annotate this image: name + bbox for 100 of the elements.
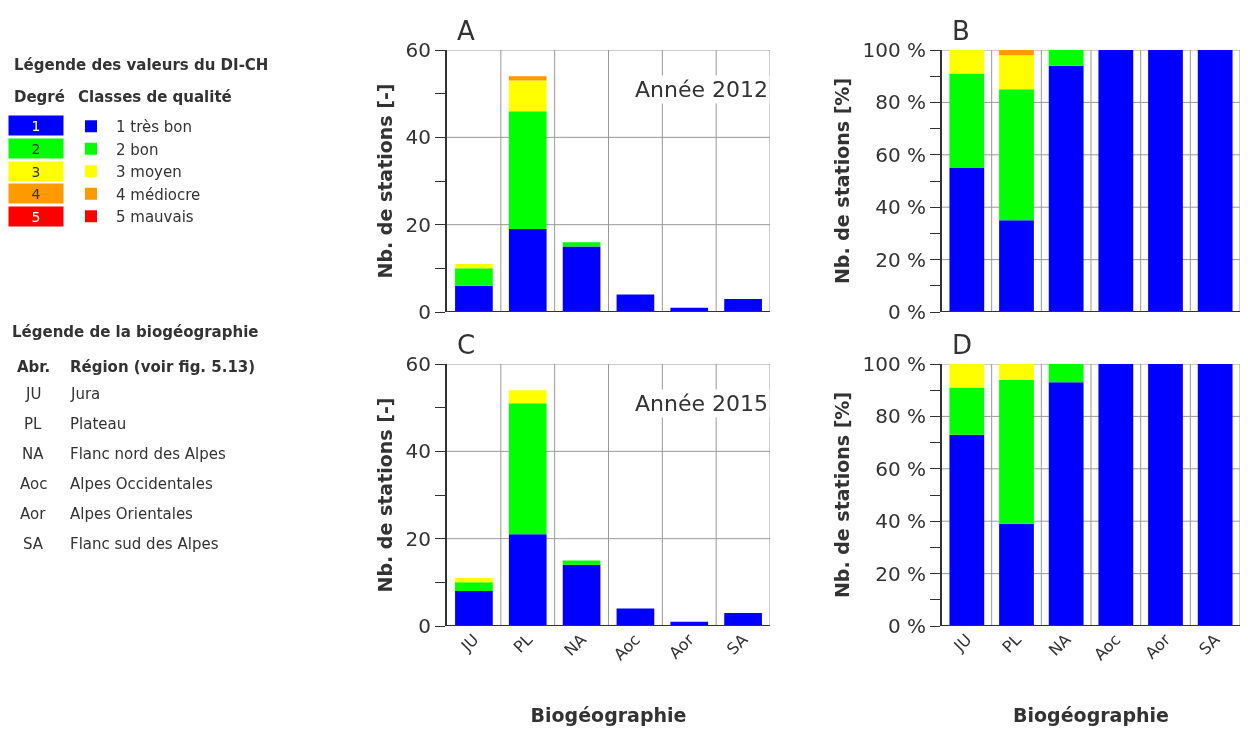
legend-title: Légende des valeurs du DI-CH xyxy=(14,56,269,74)
bar xyxy=(1048,364,1084,383)
x-tick-label: Aor xyxy=(1141,629,1175,663)
x-tick-label: Aoc xyxy=(609,630,644,665)
x-axis-title: Biogéographie xyxy=(530,703,687,726)
bar xyxy=(562,560,601,565)
y-tick-label: 40 % xyxy=(875,509,926,534)
bar xyxy=(724,612,762,626)
bar xyxy=(562,564,601,626)
bar xyxy=(949,364,985,388)
chart-title: B xyxy=(952,16,970,46)
bar xyxy=(1048,50,1084,66)
bar xyxy=(1048,65,1084,312)
y-tick-label: 20 % xyxy=(875,247,926,272)
y-tick-label: 60 % xyxy=(875,142,926,167)
x-tick-label: SA xyxy=(722,630,752,659)
chart-title: C xyxy=(457,330,476,360)
x-tick-label: Aor xyxy=(665,629,699,663)
y-tick-label: 0 xyxy=(418,614,431,638)
bar xyxy=(949,73,985,168)
y-tick-label: 20 xyxy=(405,526,431,551)
bar xyxy=(455,591,493,626)
bar xyxy=(949,434,985,626)
x-tick-label: Aoc xyxy=(1090,630,1125,665)
text: 2 xyxy=(31,140,41,157)
legend-label: 4 médiocre xyxy=(116,185,201,204)
text: SA xyxy=(23,535,44,553)
y-tick-label: 60 xyxy=(405,38,431,62)
x-tick-label: NA xyxy=(560,630,591,660)
bar xyxy=(999,379,1034,524)
bar xyxy=(508,76,547,81)
bar xyxy=(999,220,1034,312)
bar xyxy=(1197,364,1233,626)
text: Aor xyxy=(20,505,47,523)
y-tick-label: 40 xyxy=(405,439,431,464)
legend-label: 1 très bon xyxy=(116,118,193,137)
text: Année 2015 xyxy=(635,391,768,416)
x-tick-label: NA xyxy=(1045,630,1075,660)
bar xyxy=(999,364,1034,380)
text: Classes de qualité xyxy=(78,88,232,106)
bar xyxy=(616,608,655,626)
y-tick-label: 0 % xyxy=(887,614,926,638)
y-tick-label: 100 % xyxy=(862,352,926,376)
bar xyxy=(508,80,547,112)
text: JU xyxy=(25,385,42,403)
bar xyxy=(455,582,493,592)
y-tick-label: 80 % xyxy=(875,404,926,429)
text: Flanc nord des Alpes xyxy=(70,445,226,463)
text: Abr. xyxy=(17,358,51,376)
y-tick-label: 60 xyxy=(405,352,431,376)
y-tick-label: 20 xyxy=(405,212,431,237)
text: Flanc sud des Alpes xyxy=(70,535,219,553)
bar xyxy=(455,263,493,269)
bar xyxy=(508,534,547,626)
y-axis-title: Nb. de stations [-] xyxy=(373,83,396,279)
bar xyxy=(508,111,547,230)
y-axis-title: Nb. de stations [-] xyxy=(373,397,396,593)
bar xyxy=(724,298,762,312)
bar xyxy=(455,285,493,312)
bar xyxy=(1197,50,1233,312)
bar xyxy=(999,523,1034,626)
bar xyxy=(508,229,547,312)
bar xyxy=(1148,364,1183,626)
text: Alpes Orientales xyxy=(70,505,194,523)
y-tick-label: 60 % xyxy=(875,456,926,481)
bar xyxy=(999,89,1034,221)
x-tick-label: PL xyxy=(998,629,1026,657)
bar xyxy=(508,390,547,404)
text: 1 xyxy=(31,117,41,134)
text: NA xyxy=(22,445,45,463)
x-tick-label: SA xyxy=(1195,630,1224,659)
bar xyxy=(1148,50,1183,312)
chart-title: D xyxy=(952,330,973,360)
bar xyxy=(949,50,985,74)
y-tick-label: 0 xyxy=(418,300,431,324)
bar xyxy=(1048,382,1084,626)
bar xyxy=(999,50,1034,56)
text: Degré xyxy=(14,88,65,106)
bar xyxy=(949,167,985,312)
bar xyxy=(1098,364,1134,626)
x-tick-label: PL xyxy=(509,629,537,657)
y-tick-label: 40 xyxy=(405,125,431,150)
text: Année 2012 xyxy=(635,77,768,102)
text: 5 xyxy=(31,208,41,225)
bar xyxy=(455,577,493,583)
text: Région (voir fig. 5.13) xyxy=(70,358,256,376)
y-tick-label: 40 % xyxy=(875,195,926,220)
text: PL xyxy=(24,415,43,433)
y-tick-label: 0 % xyxy=(887,300,926,324)
y-tick-label: 80 % xyxy=(875,90,926,115)
bar xyxy=(455,268,493,286)
bar xyxy=(1098,50,1134,312)
bar xyxy=(949,387,985,435)
text: Jura xyxy=(70,385,101,403)
text: Plateau xyxy=(70,415,127,433)
x-axis-title: Biogéographie xyxy=(1013,703,1169,726)
bar xyxy=(999,55,1034,90)
bar xyxy=(616,294,655,312)
text: Légende de la biogéographie xyxy=(12,323,259,341)
x-tick-label: JU xyxy=(456,630,483,656)
